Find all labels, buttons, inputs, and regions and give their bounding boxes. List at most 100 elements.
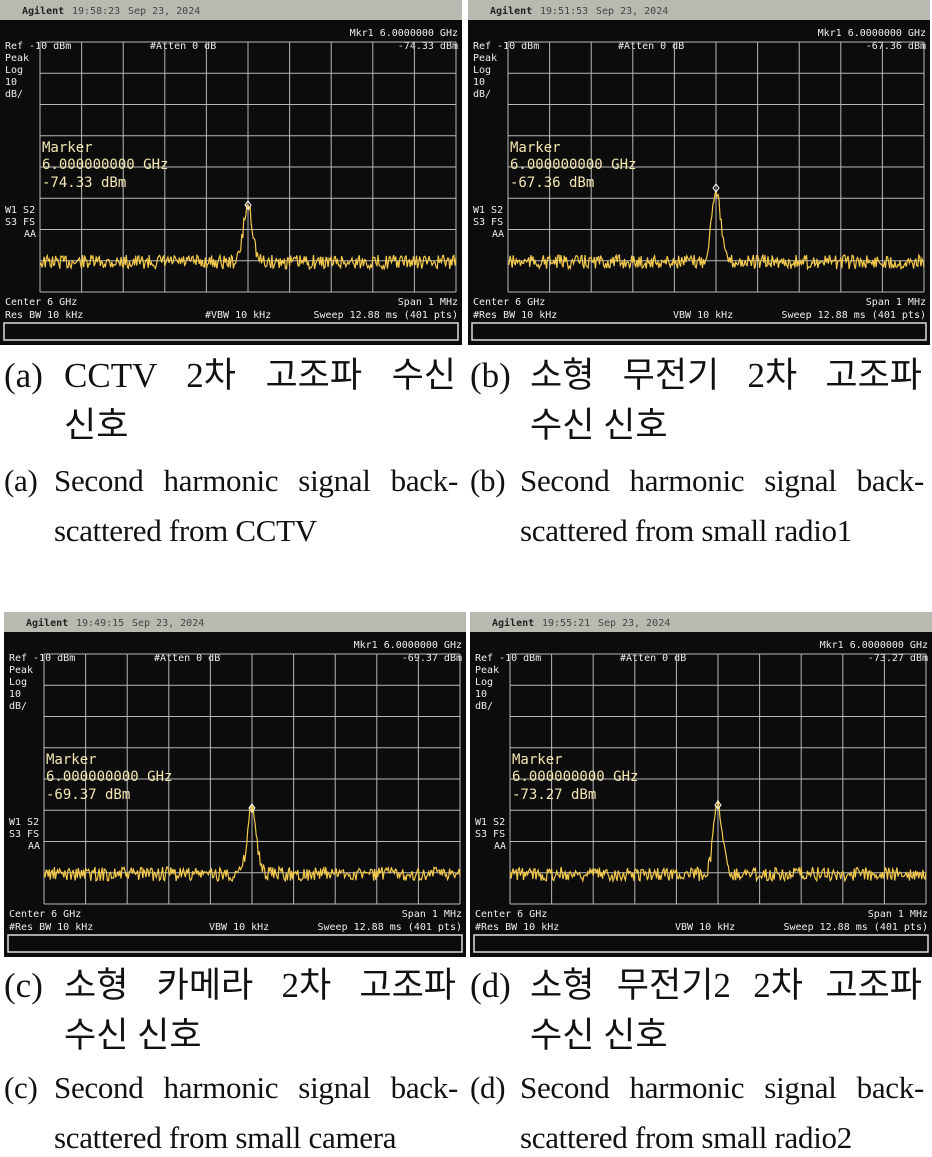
trace-mode: W1 S2 [475,817,505,828]
span: Span 1 MHz [402,909,462,920]
status-box [3,322,459,341]
sweep: Sweep 12.88 ms (401 pts) [784,922,929,933]
center-frequency: Center 6 GHz [473,297,545,308]
status-box [473,934,929,953]
scale: 10 [5,77,17,88]
time: 19:58:23 [72,6,120,17]
caption-line: 소형 무전기2 2차 고조파 [530,966,922,1005]
trace-mode: W1 S2 [5,205,35,216]
marker-level-header: -69.37 dBm [402,653,462,664]
trace-mode: AA [492,229,504,240]
scale-type: Log [473,65,491,76]
scale-type: Log [5,65,23,76]
caption-label: (c) [4,966,43,1005]
title-bar [468,0,930,20]
analyzer-screen: Agilent 19:55:21 Sep 23, 2024 Ref -10 dBm #A… [470,612,932,957]
status-box [7,934,463,953]
resolution-bandwidth: #Res BW 10 kHz [475,922,559,933]
scale: 10 [475,689,487,700]
marker-diamond [714,800,722,810]
time: 19:49:15 [76,618,124,629]
marker-diamond [248,803,256,813]
analyzer-screen: Agilent 19:51:53 Sep 23, 2024 Ref -10 dBm #A… [468,0,930,345]
detector: Peak [5,53,29,64]
trace-mode: AA [494,841,506,852]
caption-line: scattered from small camera [54,1120,397,1155]
trace-mode: W1 S2 [9,817,39,828]
analyzer-screen: Agilent 19:58:23 Sep 23, 2024 Ref -10 dBm #A… [0,0,462,345]
marker-frequency-header: Mkr1 6.0000000 GHz [354,640,462,651]
resolution-bandwidth: Res BW 10 kHz [5,310,83,321]
analyzer-screen: Agilent 19:49:15 Sep 23, 2024 Ref -10 dBm #A… [4,612,466,957]
caption-line: 수신 신호 [530,406,668,445]
detector: Peak [473,53,497,64]
brand: Agilent [490,5,532,17]
caption-line: Second harmonic signal back- [54,463,458,498]
title-bar [470,612,932,632]
screen-bg [4,612,466,957]
marker-level: -69.37 dBm [46,787,130,803]
video-bandwidth: #VBW 10 kHz [205,310,271,321]
brand: Agilent [22,5,64,17]
marker-frequency: 6.000000000 GHz [512,769,638,785]
caption-line: 소형 무전기 2차 고조파 [530,356,922,395]
trace-mode: S3 FS [475,829,505,840]
marker-title: Marker [46,752,97,768]
marker-frequency-header: Mkr1 6.0000000 GHz [820,640,928,651]
marker-frequency: 6.000000000 GHz [46,769,172,785]
scale: 10 [9,689,21,700]
brand: Agilent [492,617,534,629]
resolution-bandwidth: #Res BW 10 kHz [9,922,93,933]
status-box [471,322,927,341]
date: Sep 23, 2024 [598,618,670,629]
title-bar [4,612,466,632]
screen-bg [470,612,932,957]
span: Span 1 MHz [398,297,458,308]
detector: Peak [9,665,33,676]
date: Sep 23, 2024 [128,6,200,17]
trace-mode: W1 S2 [473,205,503,216]
trace-mode: AA [24,229,36,240]
marker-level-header: -73.27 dBm [868,653,928,664]
trace-mode: S3 FS [473,217,503,228]
date: Sep 23, 2024 [132,618,204,629]
marker-frequency-header: Mkr1 6.0000000 GHz [350,28,458,39]
caption-line: Second harmonic signal back- [520,463,924,498]
caption-label: (b) [470,356,511,395]
title-bar [0,0,462,20]
marker-title: Marker [510,140,561,156]
marker-title: Marker [512,752,563,768]
video-bandwidth: VBW 10 kHz [673,310,733,321]
brand: Agilent [26,617,68,629]
caption-line: 수신 신호 [64,1016,202,1055]
ref-level: Ref -10 dBm [9,653,75,664]
screen-bg [0,0,462,345]
caption-line: scattered from CCTV [54,513,317,548]
center-frequency: Center 6 GHz [5,297,77,308]
trace-mode: S3 FS [9,829,39,840]
caption-line: scattered from small radio2 [520,1120,852,1155]
video-bandwidth: VBW 10 kHz [675,922,735,933]
screen-bg [468,0,930,345]
caption-label: (a) [4,356,43,395]
date: Sep 23, 2024 [596,6,668,17]
marker-diamond [244,200,252,210]
caption-line: 수신 신호 [530,1016,668,1055]
marker-frequency: 6.000000000 GHz [510,157,636,173]
caption-label: (d) [470,966,511,1005]
ref-level: Ref -10 dBm [475,653,541,664]
scale: 10 [473,77,485,88]
marker-level-header: -67.36 dBm [866,41,926,52]
marker-title: Marker [42,140,93,156]
ref-level: Ref -10 dBm [473,41,539,52]
marker-level: -73.27 dBm [512,787,596,803]
marker-diamond [712,183,720,193]
caption-line: Second harmonic signal back- [520,1070,924,1105]
attenuation: #Atten 0 dB [154,653,220,664]
scale-type: Log [9,677,27,688]
caption-label: (b) [470,463,506,498]
caption-line: scattered from small radio1 [520,513,852,548]
resolution-bandwidth: #Res BW 10 kHz [473,310,557,321]
video-bandwidth: VBW 10 kHz [209,922,269,933]
